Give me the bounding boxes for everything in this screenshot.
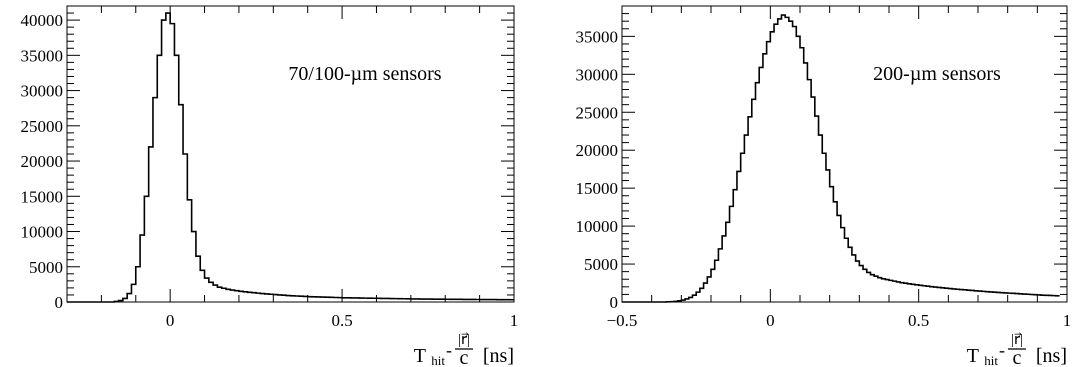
y-tick-label: 30000 xyxy=(576,65,619,84)
x-axis-unit: [ns] xyxy=(483,345,514,367)
x-axis-minus: - xyxy=(999,340,1005,360)
x-tick-label: 0.5 xyxy=(331,311,352,330)
x-axis-label: [ns] |r⃗|c-hit T xyxy=(967,332,1067,367)
y-tick-label: 10000 xyxy=(21,223,64,242)
y-tick-label: 40000 xyxy=(21,11,64,30)
x-axis-fraction-numerator: |r⃗| xyxy=(458,332,470,348)
sensor-annotation: 200-µm sensors xyxy=(873,63,1001,85)
x-axis-subscript: hit xyxy=(984,353,998,367)
histogram-panel-thin-sensors: 0 5000 10000 15000 20000 25000 30000 35000 40000… xyxy=(21,5,519,367)
x-axis-label: [ns] |r⃗|c-hit T xyxy=(414,332,514,367)
x-axis-symbol: T xyxy=(967,345,979,367)
y-tick-label: 15000 xyxy=(21,187,64,206)
x-tick-label: 1 xyxy=(510,311,519,330)
sensor-annotation: 70/100-µm sensors xyxy=(288,63,441,85)
histogram-series xyxy=(622,14,1060,303)
x-axis-unit: [ns] xyxy=(1036,345,1067,367)
y-tick-label: 30000 xyxy=(21,82,64,101)
x-tick-label: 0 xyxy=(166,311,175,330)
x-axis-symbol: T xyxy=(414,345,426,367)
x-axis-minus: - xyxy=(446,340,452,360)
x-tick-label: 1 xyxy=(1063,311,1072,330)
x-axis-fraction-numerator: |r⃗| xyxy=(1011,332,1023,348)
x-tick-label: 0.5 xyxy=(908,311,929,330)
y-tick-label: 0 xyxy=(55,293,64,312)
y-tick-label: 5000 xyxy=(584,255,618,274)
x-tick-label: −0.5 xyxy=(607,311,638,330)
y-tick-label: 35000 xyxy=(576,27,619,46)
y-tick-label: 25000 xyxy=(576,103,619,122)
y-tick-label: 20000 xyxy=(576,141,619,160)
x-axis-fraction-denominator: c xyxy=(1013,347,1022,367)
plot-frame xyxy=(66,5,515,303)
y-tick-label: 10000 xyxy=(576,217,619,236)
y-tick-label: 25000 xyxy=(21,117,64,136)
y-tick-label: 0 xyxy=(610,293,619,312)
y-tick-label: 20000 xyxy=(21,152,64,171)
y-tick-label: 15000 xyxy=(576,179,619,198)
x-tick-label: 0 xyxy=(766,311,775,330)
x-axis-fraction-denominator: c xyxy=(460,347,469,367)
y-tick-label: 5000 xyxy=(29,258,63,277)
y-tick-label: 35000 xyxy=(21,46,64,65)
plot-frame xyxy=(621,5,1068,303)
x-axis-subscript: hit xyxy=(431,353,445,367)
histogram-series xyxy=(67,12,514,303)
